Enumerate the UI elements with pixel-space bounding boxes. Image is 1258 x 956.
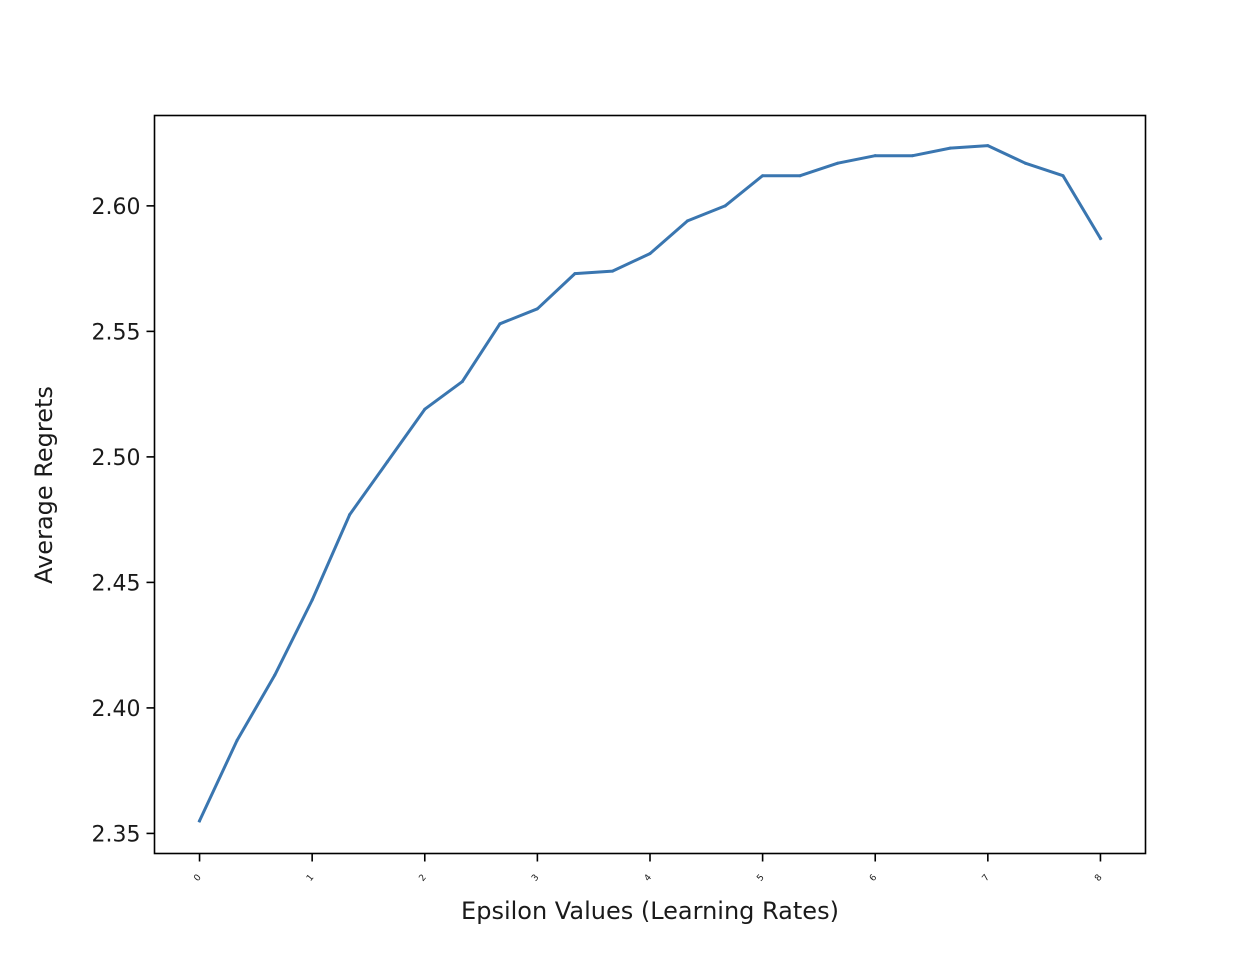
- data-point: [686, 219, 690, 223]
- data-point: [498, 322, 502, 326]
- x-axis-label: Epsilon Values (Learning Rates): [461, 897, 839, 925]
- data-point: [1023, 161, 1027, 165]
- data-point: [235, 739, 239, 743]
- data-point: [535, 307, 539, 311]
- data-point: [1061, 174, 1065, 178]
- data-point: [836, 161, 840, 165]
- data-point: [1098, 237, 1102, 240]
- series-layer: [197, 144, 1103, 823]
- y-tick-label: 2.35: [92, 822, 141, 847]
- data-point: [460, 380, 464, 384]
- x-axis-ticks: 0 1 2 3 4 5 6 7 8: [192, 853, 1105, 884]
- data-point: [573, 272, 577, 276]
- y-tick-label: 2.45: [92, 571, 141, 596]
- data-point: [723, 204, 727, 208]
- x-tick-label: 1: [305, 873, 316, 884]
- data-point: [348, 513, 352, 517]
- data-point: [423, 407, 427, 411]
- y-tick-label: 2.55: [92, 320, 141, 345]
- data-point: [798, 174, 802, 178]
- x-tick-label: 4: [643, 873, 655, 884]
- y-tick-label: 2.40: [92, 697, 141, 722]
- series-line: [197, 144, 1103, 823]
- y-axis-ticks: 2.35 2.40 2.45 2.50 2.55 2.60: [92, 195, 155, 847]
- x-tick-label: 8: [1093, 873, 1105, 884]
- x-tick-label: 0: [192, 873, 204, 884]
- x-tick-label: 3: [530, 873, 541, 884]
- data-point: [310, 598, 314, 602]
- x-tick-label: 2: [418, 873, 429, 884]
- data-point: [385, 460, 389, 464]
- x-tick-label: 7: [981, 873, 992, 884]
- data-point: [273, 673, 277, 677]
- data-point: [948, 146, 952, 150]
- data-point: [761, 174, 765, 178]
- plot-frame: [153, 114, 1147, 855]
- data-point: [986, 144, 990, 148]
- x-tick-label: 6: [868, 873, 880, 884]
- y-tick-label: 2.60: [92, 195, 141, 220]
- x-tick-label: 5: [755, 873, 766, 884]
- y-tick-label: 2.50: [92, 446, 141, 471]
- data-point: [648, 252, 652, 256]
- data-point: [873, 154, 877, 158]
- data-point: [610, 269, 614, 273]
- data-point: [911, 154, 915, 158]
- y-axis-label: Average Regrets: [30, 386, 58, 584]
- data-point: [198, 819, 202, 823]
